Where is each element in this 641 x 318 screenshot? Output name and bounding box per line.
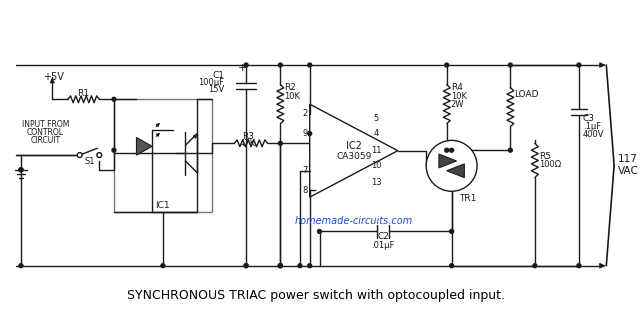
- Text: CIRCUIT: CIRCUIT: [30, 136, 60, 145]
- Circle shape: [278, 142, 282, 145]
- Circle shape: [78, 153, 82, 157]
- Text: IC1: IC1: [156, 201, 171, 210]
- Text: C3: C3: [583, 114, 595, 123]
- Circle shape: [450, 148, 454, 152]
- Circle shape: [19, 168, 23, 172]
- Text: 15V: 15V: [208, 85, 224, 94]
- Circle shape: [19, 264, 23, 268]
- Text: CA3059: CA3059: [336, 152, 371, 161]
- Circle shape: [19, 168, 23, 172]
- Text: 4: 4: [373, 129, 379, 138]
- Circle shape: [278, 264, 282, 268]
- Text: R4: R4: [451, 83, 463, 92]
- Circle shape: [244, 264, 248, 268]
- Text: 10K: 10K: [451, 92, 467, 101]
- Circle shape: [308, 132, 312, 135]
- Text: INPUT FROM: INPUT FROM: [22, 120, 69, 129]
- Text: .1μF: .1μF: [583, 122, 601, 131]
- Circle shape: [278, 264, 282, 268]
- Text: CONTROL: CONTROL: [27, 128, 64, 137]
- Text: IC2: IC2: [346, 141, 362, 151]
- Text: 100μF: 100μF: [199, 78, 224, 87]
- Text: TR1: TR1: [460, 194, 477, 203]
- Text: 2: 2: [303, 109, 308, 119]
- Text: 8: 8: [303, 186, 308, 195]
- Text: 100Ω: 100Ω: [538, 160, 561, 169]
- Bar: [114, 99, 212, 212]
- Text: homemade-circuits.com: homemade-circuits.com: [295, 216, 413, 226]
- Text: 47K: 47K: [240, 139, 256, 148]
- Circle shape: [317, 230, 321, 233]
- Text: SYNCHRONOUS TRIAC power switch with optocoupled input.: SYNCHRONOUS TRIAC power switch with opto…: [126, 288, 504, 301]
- Text: 9: 9: [303, 129, 308, 138]
- Circle shape: [244, 63, 248, 67]
- Circle shape: [577, 264, 581, 268]
- Text: R3: R3: [242, 132, 254, 141]
- Circle shape: [533, 264, 537, 268]
- Circle shape: [244, 264, 248, 268]
- Circle shape: [308, 63, 312, 67]
- Circle shape: [577, 63, 581, 67]
- Text: 11: 11: [371, 146, 382, 155]
- Text: VAC: VAC: [618, 166, 639, 176]
- Text: 400V: 400V: [583, 130, 604, 139]
- Polygon shape: [137, 137, 152, 155]
- Circle shape: [161, 264, 165, 268]
- Text: S1: S1: [84, 157, 95, 166]
- Text: C2: C2: [377, 232, 389, 241]
- Text: R2: R2: [284, 83, 296, 92]
- Circle shape: [278, 264, 282, 268]
- Polygon shape: [310, 104, 398, 197]
- Circle shape: [308, 264, 312, 268]
- Circle shape: [278, 63, 282, 67]
- Text: 5: 5: [373, 114, 379, 123]
- Circle shape: [112, 148, 116, 152]
- Circle shape: [445, 63, 449, 67]
- Text: 7: 7: [303, 166, 308, 175]
- Text: C1: C1: [213, 71, 224, 80]
- Circle shape: [97, 153, 102, 157]
- Text: 10: 10: [371, 161, 382, 170]
- Text: R5: R5: [538, 152, 551, 161]
- Text: .01μF: .01μF: [371, 241, 395, 250]
- Text: 10K: 10K: [284, 92, 300, 101]
- Text: R1: R1: [78, 89, 90, 98]
- Circle shape: [426, 141, 477, 191]
- Text: LOAD: LOAD: [514, 90, 539, 99]
- Text: 117: 117: [618, 155, 638, 164]
- Circle shape: [298, 264, 302, 268]
- Text: 13: 13: [371, 178, 382, 187]
- Circle shape: [508, 148, 512, 152]
- Circle shape: [508, 63, 512, 67]
- Circle shape: [450, 230, 454, 233]
- Text: +5V: +5V: [44, 72, 64, 82]
- Text: +: +: [237, 63, 247, 73]
- Circle shape: [450, 264, 454, 268]
- Circle shape: [445, 148, 449, 152]
- Polygon shape: [447, 164, 464, 177]
- Polygon shape: [439, 154, 456, 168]
- Circle shape: [112, 97, 116, 101]
- Text: 2W: 2W: [451, 100, 464, 109]
